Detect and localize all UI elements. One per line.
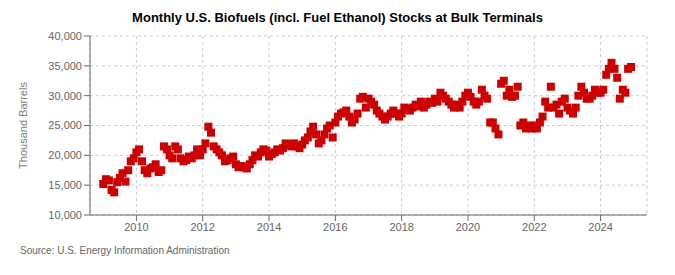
svg-text:2024: 2024 — [588, 221, 612, 233]
svg-text:Thousand Barrels: Thousand Barrels — [17, 82, 29, 169]
svg-text:2016: 2016 — [323, 221, 347, 233]
svg-text:2010: 2010 — [124, 221, 148, 233]
svg-text:2018: 2018 — [389, 221, 413, 233]
svg-text:15,000: 15,000 — [48, 179, 82, 191]
svg-text:20,000: 20,000 — [48, 149, 82, 161]
svg-text:40,000: 40,000 — [48, 30, 82, 42]
svg-text:35,000: 35,000 — [48, 60, 82, 72]
html-text:Source: U.S. Energy Informatio: Source: U.S. Energy Information Administ… — [20, 245, 230, 256]
svg-text:2020: 2020 — [456, 221, 480, 233]
svg-text:2012: 2012 — [190, 221, 214, 233]
svg-text:25,000: 25,000 — [48, 119, 82, 131]
html-text:Monthly U.S. Biofuels (incl. F: Monthly U.S. Biofuels (incl. Fuel Ethano… — [132, 10, 543, 25]
svg-text:10,000: 10,000 — [48, 209, 82, 221]
svg-text:30,000: 30,000 — [48, 90, 82, 102]
svg-text:2022: 2022 — [522, 221, 546, 233]
svg-text:2014: 2014 — [257, 221, 281, 233]
